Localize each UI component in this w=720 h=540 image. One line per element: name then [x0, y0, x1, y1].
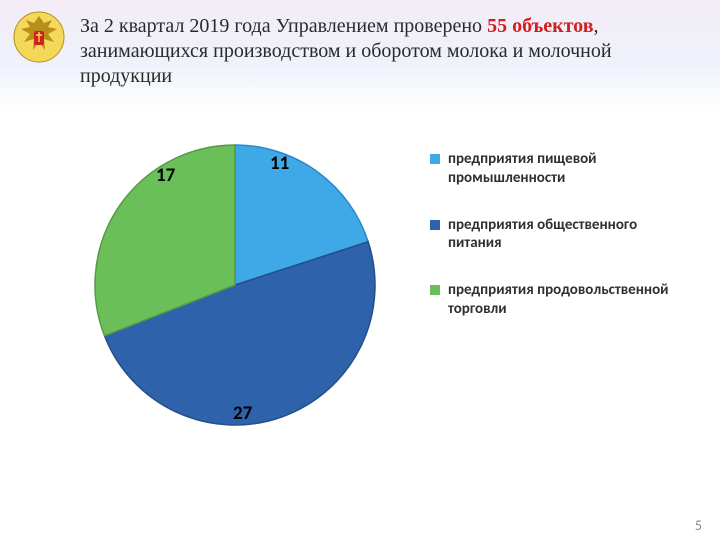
- header-band: За 2 квартал 2019 года Управлением прове…: [0, 0, 720, 110]
- legend-swatch: [430, 154, 440, 164]
- page-title: За 2 квартал 2019 года Управлением прове…: [80, 14, 690, 89]
- legend: предприятия пищевой промышленности предпр…: [430, 150, 690, 347]
- legend-item: предприятия пищевой промышленности: [430, 150, 690, 188]
- pie-svg: [90, 140, 380, 430]
- slice-value-label: 27: [233, 402, 252, 425]
- slice-value-label: 17: [156, 164, 175, 187]
- page-number: 5: [695, 517, 702, 534]
- legend-label: предприятия пищевой промышленности: [448, 150, 690, 188]
- legend-item: предприятия продовольственной торговли: [430, 281, 690, 319]
- legend-label: предприятия общественного питания: [448, 216, 690, 254]
- slice-value-label: 11: [270, 152, 289, 175]
- legend-swatch: [430, 220, 440, 230]
- emblem-logo: [12, 10, 66, 64]
- legend-swatch: [430, 285, 440, 295]
- legend-item: предприятия общественного питания: [430, 216, 690, 254]
- legend-label: предприятия продовольственной торговли: [448, 281, 690, 319]
- title-emphasis: 55 объектов: [487, 15, 593, 37]
- pie-chart: 11 27 17: [90, 140, 380, 430]
- content-area: 11 27 17 предприятия пищевой промышленност…: [0, 110, 720, 540]
- title-pre: За 2 квартал 2019 года Управлением прове…: [80, 15, 487, 37]
